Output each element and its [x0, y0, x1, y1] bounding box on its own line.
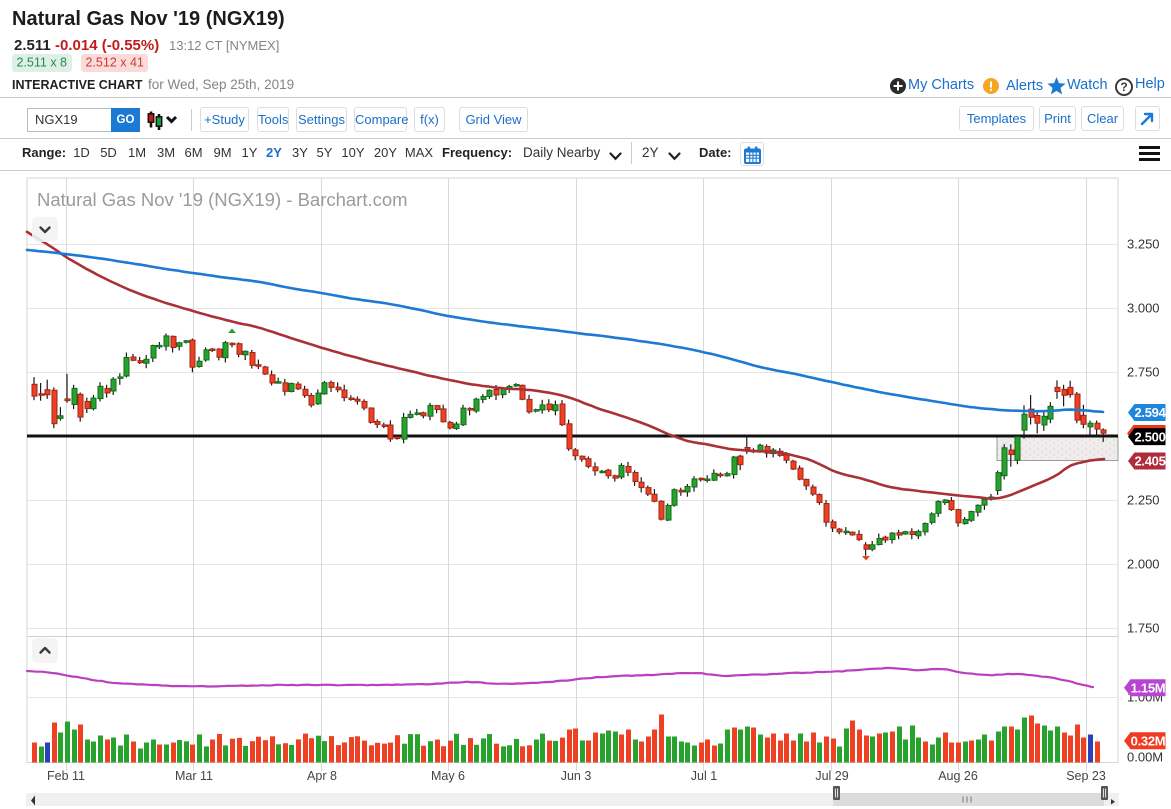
- svg-text:2.000: 2.000: [1127, 557, 1160, 572]
- svg-text:Jul 1: Jul 1: [691, 769, 717, 783]
- svg-text:Sep 23: Sep 23: [1066, 769, 1106, 783]
- svg-text:2.250: 2.250: [1127, 493, 1160, 508]
- svg-text:Apr 8: Apr 8: [307, 769, 337, 783]
- svg-text:2.500: 2.500: [1134, 429, 1165, 444]
- svg-text:3.250: 3.250: [1127, 237, 1160, 252]
- svg-text:Mar 11: Mar 11: [175, 769, 213, 783]
- svg-text:1.15M: 1.15M: [1131, 681, 1166, 696]
- svg-text:?: ?: [1120, 80, 1127, 94]
- svg-text:Jul 29: Jul 29: [815, 769, 848, 783]
- svg-text:Feb 11: Feb 11: [47, 769, 85, 783]
- svg-text:2.594: 2.594: [1134, 405, 1166, 420]
- svg-text:2.750: 2.750: [1127, 365, 1160, 380]
- svg-text:0.32M: 0.32M: [1131, 734, 1166, 749]
- svg-text:Natural Gas Nov '19 (NGX19) -: Natural Gas Nov '19 (NGX19) - Barchart.c…: [37, 189, 408, 210]
- svg-text:Aug 26: Aug 26: [938, 769, 978, 783]
- svg-text:0.00M: 0.00M: [1127, 750, 1163, 765]
- svg-text:1.750: 1.750: [1127, 621, 1160, 636]
- svg-text:3.000: 3.000: [1127, 301, 1160, 316]
- svg-text:2.405: 2.405: [1134, 454, 1165, 469]
- svg-text:May 6: May 6: [431, 769, 465, 783]
- svg-text:Jun 3: Jun 3: [561, 769, 592, 783]
